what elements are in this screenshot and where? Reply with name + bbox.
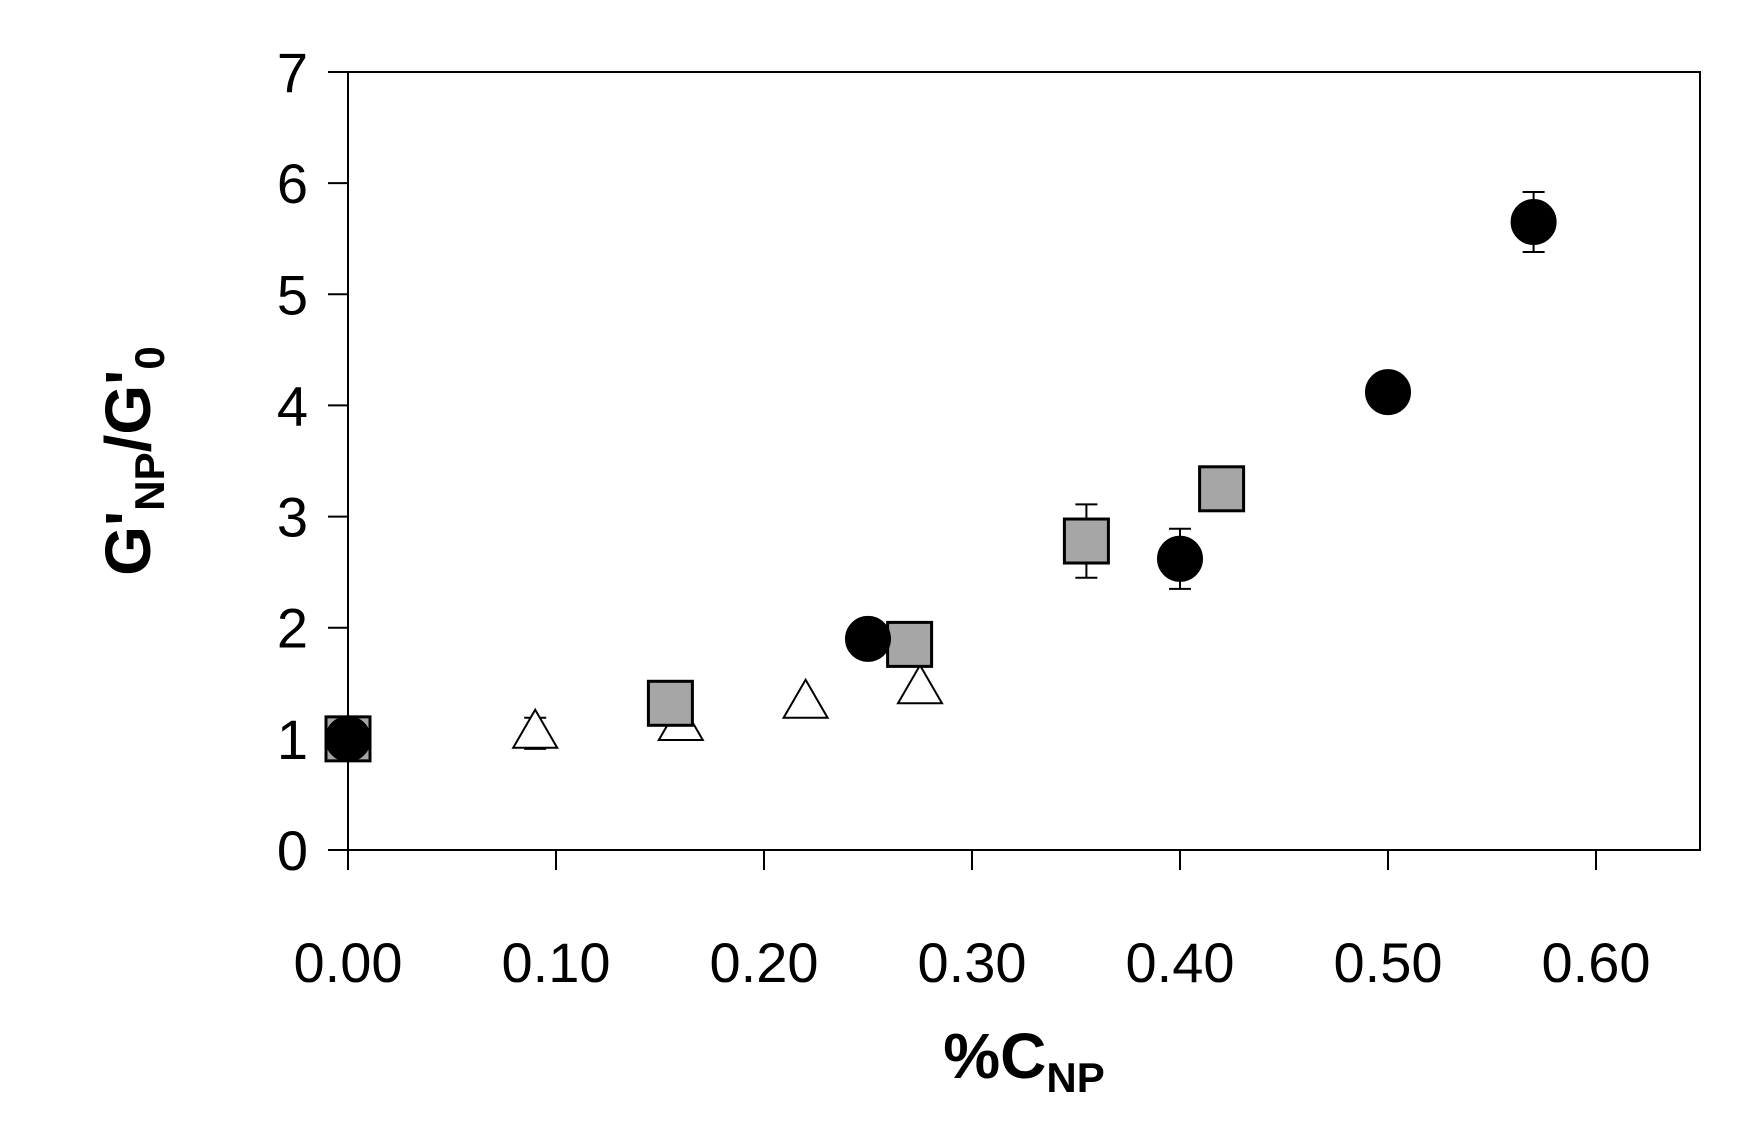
x-tick-label: 0.20 [710, 931, 819, 994]
y-tick-label: 4 [277, 374, 308, 437]
x-axis-ticks: 0.00 0.10 0.20 0.30 0.40 0.50 0.60 [294, 850, 1651, 994]
x-tick-label: 0.00 [294, 931, 403, 994]
y-tick-label: 3 [277, 486, 308, 549]
data-point-circle [1510, 199, 1557, 246]
data-point-triangle [896, 663, 944, 705]
data-point-square [1062, 517, 1110, 565]
x-axis-title-main: %C [943, 1020, 1046, 1092]
data-point-circle [1157, 535, 1203, 582]
y-tick-label: 1 [277, 708, 308, 771]
x-tick-label: 0.60 [1542, 931, 1651, 994]
x-tick-label: 0.50 [1334, 931, 1443, 994]
data-point-circle [845, 615, 891, 662]
x-tick-label: 0.30 [918, 931, 1027, 994]
y-axis-ticks: 0 1 2 3 4 5 6 7 [277, 41, 348, 882]
data-point-triangle [781, 677, 830, 719]
y-axis-title-subscript2: 0 [126, 346, 173, 369]
data-point-square [1198, 465, 1246, 513]
y-tick-label: 7 [277, 41, 308, 104]
data-point-square [646, 679, 694, 727]
y-axis-title-part1: G' [92, 511, 164, 576]
y-tick-label: 2 [277, 597, 308, 660]
x-tick-label: 0.10 [502, 931, 611, 994]
x-tick-label: 0.40 [1126, 931, 1235, 994]
y-tick-label: 6 [277, 152, 308, 215]
y-tick-label: 0 [277, 819, 308, 882]
series-circle [325, 191, 1557, 762]
data-point-circle [325, 715, 371, 762]
x-axis-title: %CNP [943, 1020, 1104, 1101]
y-axis-title-subscript1: NP [126, 452, 173, 510]
data-marks [324, 191, 1557, 763]
data-point-circle [1365, 369, 1411, 416]
y-axis-title: G'NP/G'0 [92, 346, 173, 576]
data-point-triangle [511, 707, 559, 749]
data-point-square [886, 620, 934, 668]
y-tick-label: 5 [277, 263, 308, 326]
y-axis-title-part2: /G' [92, 370, 164, 453]
x-axis-title-subscript: NP [1046, 1054, 1104, 1101]
plot-area [347, 71, 1701, 851]
